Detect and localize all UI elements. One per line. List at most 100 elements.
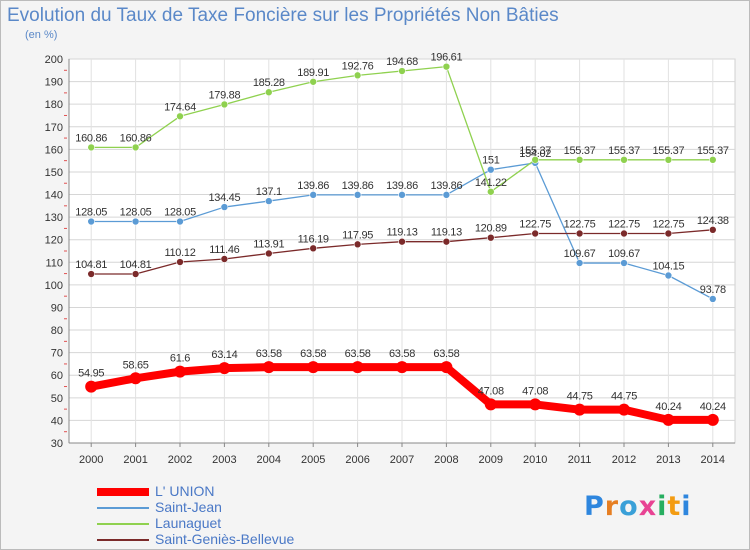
x-tick-label: 2002 [168,454,192,466]
data-point-l-union [218,362,231,375]
data-label-l-union: 61.6 [170,353,190,365]
data-label-l-union: 63.14 [211,349,237,361]
data-label-launaguet: 192.76 [342,60,374,72]
x-tick-label: 2006 [345,454,369,466]
data-label-l-union: 44.75 [611,391,637,403]
data-label-saint-geni-s-bellevue: 122.75 [652,218,684,230]
data-point-launaguet [575,156,584,164]
y-tick-label: 170 [45,122,63,134]
y-tick-label: 70 [51,348,63,360]
data-point-saint-geni-s-bellevue [176,258,184,266]
data-point-l-union [706,413,719,426]
legend-item-saint-jean: Saint-Jean [97,499,437,516]
data-point-l-union [440,361,453,374]
legend-swatch [97,488,149,496]
data-point-saint-jean [398,191,406,199]
x-tick-label: 2011 [568,454,592,466]
y-tick-label: 120 [45,235,63,247]
data-point-saint-geni-s-bellevue [309,244,318,253]
data-label-l-union: 63.58 [256,348,282,360]
data-point-saint-jean [620,259,628,267]
data-label-saint-jean: 154.02 [519,148,551,160]
unit-label: (en %) [25,29,58,41]
data-label-saint-geni-s-bellevue: 116.19 [298,233,329,245]
data-label-saint-jean: 134.45 [208,192,240,204]
x-tick-label: 2010 [523,454,547,466]
logo-letter: i [657,491,668,522]
data-label-saint-jean: 139.86 [386,180,418,192]
logo-letter: i [681,491,692,522]
data-label-l-union: 58.65 [123,359,149,371]
data-point-saint-jean [220,203,229,211]
data-point-saint-geni-s-bellevue [575,229,584,238]
data-point-saint-jean [486,165,495,174]
x-tick-label: 2009 [479,454,503,466]
data-label-l-union: 47.08 [522,385,548,397]
legend-item-saint-geni-s-bellevue: Saint-Geniès-Bellevue [97,531,437,548]
legend: L' UNION Saint-Jean Launaguet Saint-Geniès-… [97,483,437,548]
data-label-launaguet: 155.37 [652,145,684,157]
data-label-l-union: 40.24 [700,401,726,413]
data-label-l-union: 63.58 [300,348,326,360]
data-point-saint-jean [353,191,362,199]
legend-label: L' UNION [155,483,215,499]
data-label-launaguet: 155.37 [608,145,640,157]
data-label-saint-geni-s-bellevue: 119.13 [431,227,462,239]
data-label-launaguet: 141.22 [475,177,507,189]
data-label-launaguet: 160.86 [75,132,107,144]
legend-swatch [97,539,149,541]
data-label-saint-geni-s-bellevue: 124.38 [697,215,729,227]
data-label-saint-geni-s-bellevue: 113.91 [253,238,284,250]
y-tick-label: 130 [45,212,63,224]
data-point-l-union [529,398,542,411]
logo-letter: t [667,491,682,522]
x-tick-label: 2004 [257,454,281,466]
data-label-saint-geni-s-bellevue: 122.75 [564,218,596,230]
legend-label: Launaguet [155,515,222,531]
y-tick-label: 60 [51,370,63,382]
data-point-saint-jean [87,217,95,226]
data-point-saint-geni-s-bellevue [664,229,673,238]
y-tick-label: 160 [45,144,63,156]
data-point-saint-jean [442,191,451,199]
data-point-l-union [85,380,98,393]
data-point-saint-geni-s-bellevue [531,229,540,238]
data-label-saint-jean: 104.15 [652,261,684,273]
data-label-launaguet: 194.68 [386,56,418,68]
data-point-launaguet [620,156,628,164]
data-point-saint-jean [176,217,184,226]
x-tick-label: 2001 [123,454,147,466]
x-tick-label: 2008 [434,454,458,466]
data-label-saint-jean: 151 [482,155,500,167]
data-label-saint-geni-s-bellevue: 111.46 [209,244,239,256]
y-tick-label: 80 [51,325,63,337]
x-tick-label: 2005 [301,454,325,466]
legend-item-l-union: L' UNION [97,483,437,500]
data-label-l-union: 63.58 [345,348,371,360]
data-label-launaguet: 160.86 [120,132,152,144]
data-point-l-union [351,361,364,374]
data-point-launaguet [486,187,495,196]
data-point-saint-geni-s-bellevue [353,240,362,249]
y-tick-label: 110 [45,257,63,269]
data-point-saint-geni-s-bellevue [442,237,451,246]
data-label-saint-jean: 93.78 [700,284,726,296]
y-tick-label: 140 [45,190,63,202]
x-tick-label: 2014 [701,454,725,466]
data-point-l-union [618,403,630,416]
data-point-saint-geni-s-bellevue [131,270,140,278]
data-point-saint-jean [708,295,717,303]
y-tick-label: 40 [51,415,63,427]
data-label-l-union: 44.75 [567,391,593,403]
data-point-saint-geni-s-bellevue [398,237,406,246]
data-label-l-union: 40.24 [655,401,681,413]
data-label-saint-geni-s-bellevue: 120.89 [475,223,507,235]
chart-title: Evolution du Taux de Taxe Foncière sur l… [7,5,559,26]
data-label-saint-jean: 109.67 [564,248,596,260]
data-point-saint-geni-s-bellevue [220,255,229,263]
data-point-saint-geni-s-bellevue [486,233,495,242]
x-tick-label: 2012 [612,454,636,466]
data-point-launaguet [131,143,140,152]
y-tick-label: 150 [45,167,63,179]
